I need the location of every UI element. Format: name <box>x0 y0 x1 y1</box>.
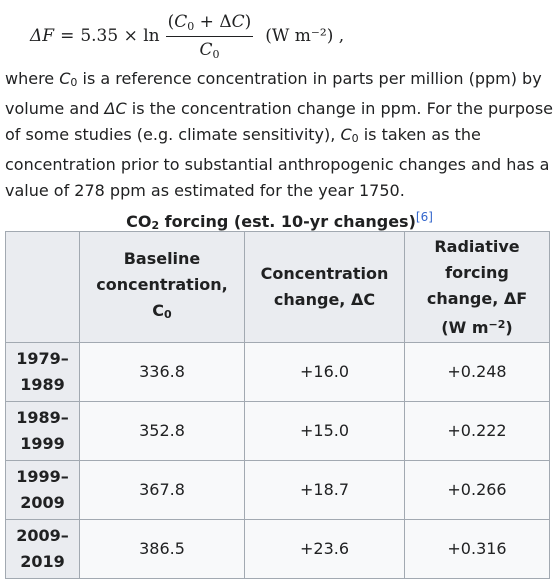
forcing-cell: +0.248 <box>404 342 550 402</box>
formula-equals: = <box>60 26 75 46</box>
table-row: 1989– 1999 352.8 +15.0 +0.222 <box>5 401 550 461</box>
row-period: 1999– 2009 <box>5 460 80 520</box>
formula-units: (W m⁻²) , <box>265 26 345 46</box>
table-row: 1999– 2009 367.8 +18.7 +0.266 <box>5 460 550 520</box>
table-row: 1979– 1989 336.8 +16.0 +0.248 <box>5 342 550 402</box>
change-cell: +15.0 <box>244 401 405 461</box>
formula-denominator: C0 <box>199 39 220 61</box>
table-row: 2009– 2019 386.5 +23.6 +0.316 <box>5 519 550 579</box>
header-period <box>5 231 80 343</box>
baseline-cell: 336.8 <box>79 342 245 402</box>
change-cell: +23.6 <box>244 519 405 579</box>
header-concentration-change: Concentration change, ΔC <box>244 231 405 343</box>
reference-link[interactable]: [6] <box>415 210 433 224</box>
co2-forcing-table: Baseline concentration, C0 Concentration… <box>5 231 550 579</box>
forcing-cell: +0.222 <box>404 401 550 461</box>
forcing-cell: +0.316 <box>404 519 550 579</box>
forcing-cell: +0.266 <box>404 460 550 520</box>
row-period: 1989– 1999 <box>5 401 80 461</box>
change-cell: +16.0 <box>244 342 405 402</box>
formula-numerator: (C0 + ΔC) <box>165 12 254 37</box>
table-caption: CO2 forcing (est. 10-yr changes)[6] <box>126 210 433 232</box>
forcing-formula: ΔF = 5.35 × ln (C0 + ΔC) C0 (W m⁻²) , <box>30 8 344 64</box>
formula-coefficient: 5.35 × ln <box>80 26 160 46</box>
formula-lhs: ΔF <box>30 26 55 46</box>
baseline-cell: 352.8 <box>79 401 245 461</box>
table-header-row: Baseline concentration, C0 Concentration… <box>5 231 550 343</box>
formula-fraction: (C0 + ΔC) C0 <box>165 12 254 61</box>
header-baseline: Baseline concentration, C0 <box>79 231 245 343</box>
header-radiative-forcing: Radiative forcing change, ΔF (W m−2) <box>404 231 550 343</box>
baseline-cell: 386.5 <box>79 519 245 579</box>
row-period: 2009– 2019 <box>5 519 80 579</box>
change-cell: +18.7 <box>244 460 405 520</box>
explanation-paragraph: where C0 is a reference concentration in… <box>5 69 554 200</box>
baseline-cell: 367.8 <box>79 460 245 520</box>
row-period: 1979– 1989 <box>5 342 80 402</box>
